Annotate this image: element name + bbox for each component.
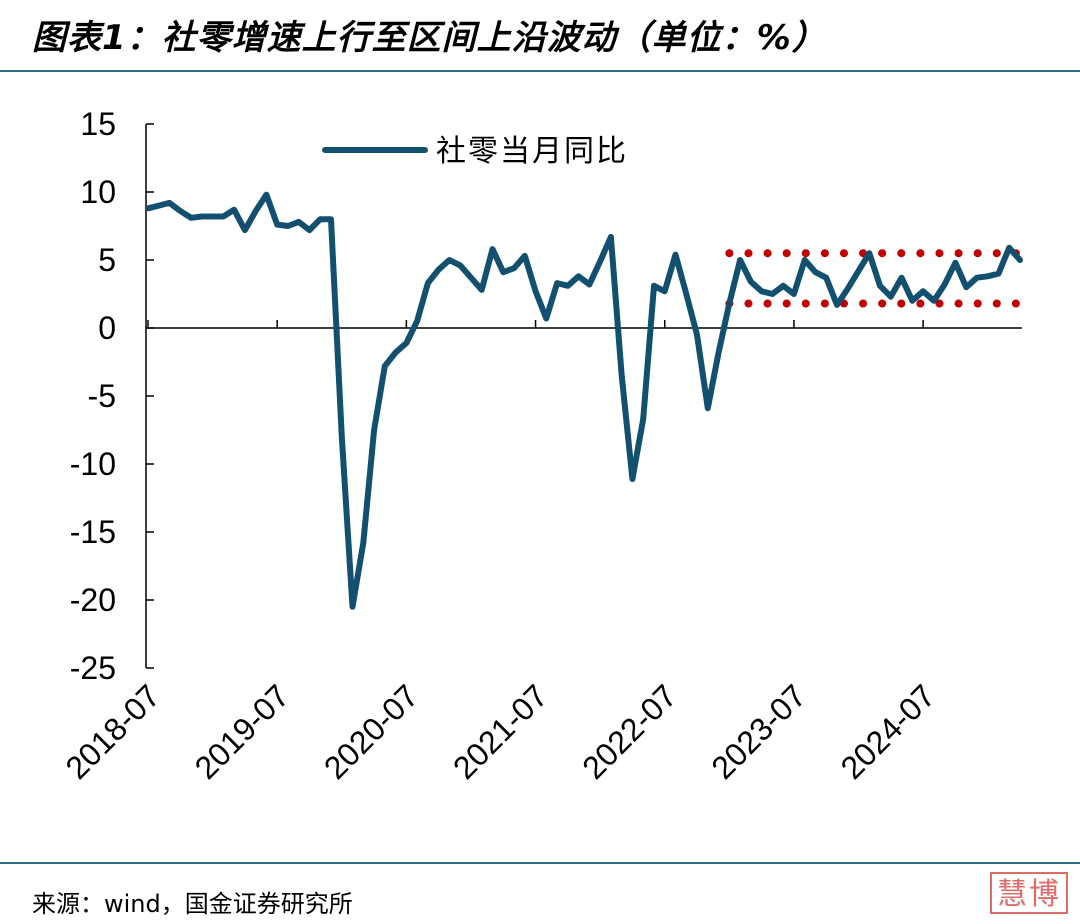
x-tick-label: 2018-07 <box>58 677 166 785</box>
x-tick-label: 2023-07 <box>704 677 812 785</box>
y-tick-label: -20 <box>70 582 116 618</box>
watermark-stamp: 慧博 <box>990 872 1068 914</box>
y-tick-label: -10 <box>70 446 116 482</box>
legend: 社零当月同比 <box>322 135 628 168</box>
y-tick-label: 5 <box>98 242 116 278</box>
title-divider <box>0 70 1080 72</box>
x-axis: 2018-07 2019-07 2020-07 2021-07 2022-07 2023-… <box>58 320 1022 786</box>
y-tick-label: 0 <box>98 310 116 346</box>
y-tick-label: -5 <box>88 378 116 414</box>
x-tick-label: 2024-07 <box>834 677 942 785</box>
series-line-retail-sales-yoy <box>145 191 1023 610</box>
x-tick-label: 2019-07 <box>188 677 296 785</box>
y-tick-label: -25 <box>70 650 116 686</box>
chart-title: 图表1：社零增速上行至区间上沿波动（单位：%） <box>32 18 827 58</box>
x-tick-label: 2020-07 <box>317 677 425 785</box>
source-note: 来源：wind，国金证券研究所 <box>32 890 353 918</box>
x-tick-label: 2021-07 <box>446 677 554 785</box>
y-tick-label: -15 <box>70 514 116 550</box>
y-tick-label: 10 <box>80 174 116 210</box>
series-lines <box>145 191 1023 610</box>
source-divider <box>0 862 1080 864</box>
legend-label: 社零当月同比 <box>436 135 628 168</box>
y-axis: 15 10 5 0 -5 -10 -15 -20 -25 <box>70 106 154 686</box>
line-chart: 15 10 5 0 -5 -10 -15 -20 -25 2018-07 2019-07 2020-… <box>58 106 1024 786</box>
x-tick-label: 2022-07 <box>575 677 683 785</box>
y-tick-label: 15 <box>80 106 116 142</box>
